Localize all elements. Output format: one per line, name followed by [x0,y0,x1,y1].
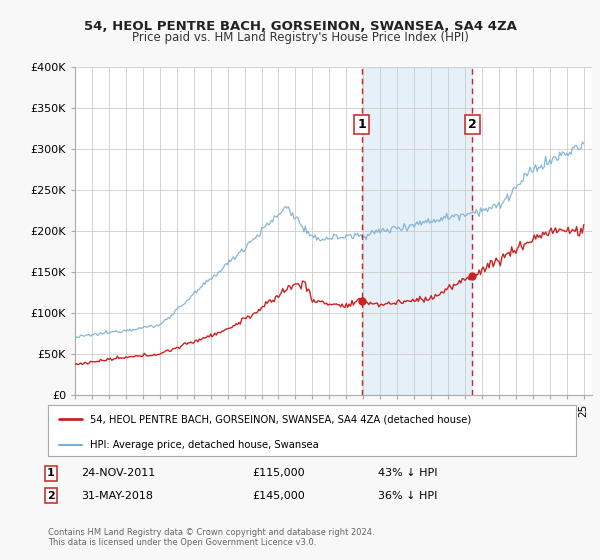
Text: Price paid vs. HM Land Registry's House Price Index (HPI): Price paid vs. HM Land Registry's House … [131,31,469,44]
Text: £115,000: £115,000 [252,468,305,478]
Text: Contains HM Land Registry data © Crown copyright and database right 2024.
This d: Contains HM Land Registry data © Crown c… [48,528,374,547]
Text: 31-MAY-2018: 31-MAY-2018 [81,491,153,501]
Text: 43% ↓ HPI: 43% ↓ HPI [378,468,437,478]
Text: 2: 2 [47,491,55,501]
Text: £145,000: £145,000 [252,491,305,501]
Text: 1: 1 [357,118,366,131]
Text: 24-NOV-2011: 24-NOV-2011 [81,468,155,478]
Text: 2: 2 [468,118,476,131]
Bar [362,67,472,395]
Text: HPI: Average price, detached house, Swansea: HPI: Average price, detached house, Swan… [90,440,319,450]
Text: 1: 1 [47,468,55,478]
Text: 54, HEOL PENTRE BACH, GORSEINON, SWANSEA, SA4 4ZA (detached house): 54, HEOL PENTRE BACH, GORSEINON, SWANSEA… [90,414,472,424]
Text: 36% ↓ HPI: 36% ↓ HPI [378,491,437,501]
Text: 54, HEOL PENTRE BACH, GORSEINON, SWANSEA, SA4 4ZA: 54, HEOL PENTRE BACH, GORSEINON, SWANSEA… [83,20,517,32]
